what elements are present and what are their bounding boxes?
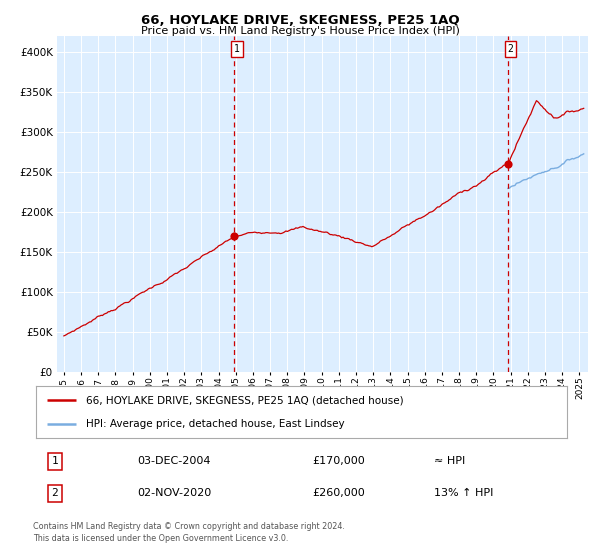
Text: £170,000: £170,000 <box>312 456 365 466</box>
Point <box>229 232 239 241</box>
Text: £260,000: £260,000 <box>312 488 365 498</box>
Text: Contains HM Land Registry data © Crown copyright and database right 2024.
This d: Contains HM Land Registry data © Crown c… <box>33 522 345 543</box>
Text: 2: 2 <box>508 44 514 54</box>
Point <box>503 160 512 169</box>
Text: HPI: Average price, detached house, East Lindsey: HPI: Average price, detached house, East… <box>86 419 345 429</box>
Text: 66, HOYLAKE DRIVE, SKEGNESS, PE25 1AQ: 66, HOYLAKE DRIVE, SKEGNESS, PE25 1AQ <box>140 14 460 27</box>
Text: Price paid vs. HM Land Registry's House Price Index (HPI): Price paid vs. HM Land Registry's House … <box>140 26 460 36</box>
Text: 1: 1 <box>234 44 240 54</box>
Text: 66, HOYLAKE DRIVE, SKEGNESS, PE25 1AQ (detached house): 66, HOYLAKE DRIVE, SKEGNESS, PE25 1AQ (d… <box>86 395 404 405</box>
Text: 13% ↑ HPI: 13% ↑ HPI <box>434 488 494 498</box>
Text: 03-DEC-2004: 03-DEC-2004 <box>137 456 211 466</box>
Text: 1: 1 <box>51 456 58 466</box>
Text: ≈ HPI: ≈ HPI <box>434 456 466 466</box>
Text: 02-NOV-2020: 02-NOV-2020 <box>137 488 211 498</box>
Text: 2: 2 <box>51 488 58 498</box>
